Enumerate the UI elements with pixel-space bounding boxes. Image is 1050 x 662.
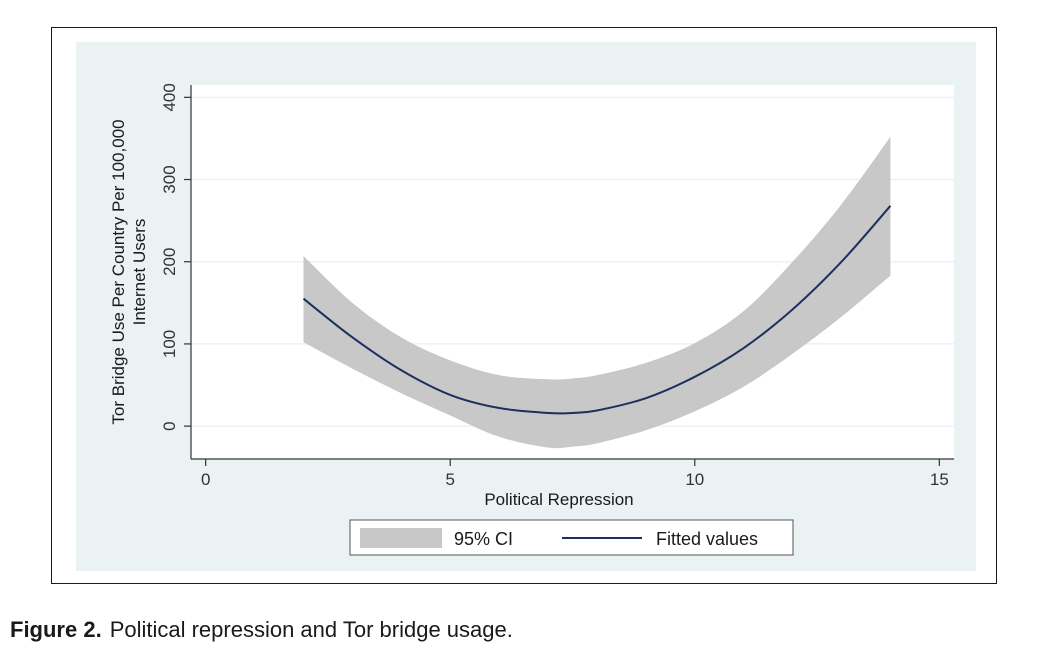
- y-tick-label: 0: [160, 421, 179, 430]
- ci-band-layer: [303, 136, 891, 449]
- axes: [190, 85, 954, 460]
- y-tick-label: 200: [160, 248, 179, 276]
- legend-label-fitted: Fitted values: [656, 529, 758, 549]
- x-tick-label: 0: [201, 470, 210, 489]
- legend: 95% CI Fitted values: [349, 519, 794, 556]
- y-axis-title-line-1: Tor Bridge Use Per Country Per 100,000: [109, 119, 128, 424]
- x-axis-title: Political Repression: [484, 490, 633, 509]
- fitted-line-layer: [302, 205, 892, 415]
- figure-caption: Figure 2. Political repression and Tor br…: [10, 617, 513, 643]
- chart-frame: 0 100 200 300 400 0 5 10 15 Political Repression…: [51, 27, 997, 584]
- y-tick-label: 100: [160, 330, 179, 358]
- ci-band: [303, 136, 891, 449]
- ticks: 0 100 200 300 400 0 5 10 15: [160, 83, 949, 489]
- chart-svg: 0 100 200 300 400 0 5 10 15 Political Repression…: [76, 42, 976, 571]
- figure-label: Figure 2.: [10, 617, 102, 642]
- y-axis-title-line-2: Internet Users: [130, 219, 149, 326]
- legend-swatch-ci: [360, 528, 442, 548]
- fitted-values-line: [302, 205, 892, 415]
- y-tick-label: 300: [160, 165, 179, 193]
- y-tick-label: 400: [160, 83, 179, 111]
- legend-label-ci: 95% CI: [454, 529, 513, 549]
- x-tick-label: 15: [930, 470, 949, 489]
- x-tick-label: 10: [685, 470, 704, 489]
- x-tick-label: 5: [445, 470, 454, 489]
- figure-caption-text: Political repression and Tor bridge usag…: [109, 617, 513, 642]
